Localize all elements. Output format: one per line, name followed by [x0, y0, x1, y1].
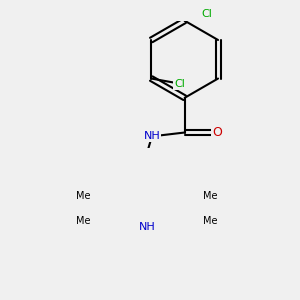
Text: O: O — [212, 126, 222, 139]
Text: Cl: Cl — [202, 9, 212, 19]
Text: Me: Me — [203, 191, 218, 202]
Text: Cl: Cl — [174, 79, 185, 88]
Text: Me: Me — [76, 216, 91, 226]
Text: Me: Me — [203, 216, 218, 226]
Text: Me: Me — [76, 191, 91, 202]
Text: NH: NH — [138, 222, 155, 232]
Text: NH: NH — [143, 131, 160, 141]
